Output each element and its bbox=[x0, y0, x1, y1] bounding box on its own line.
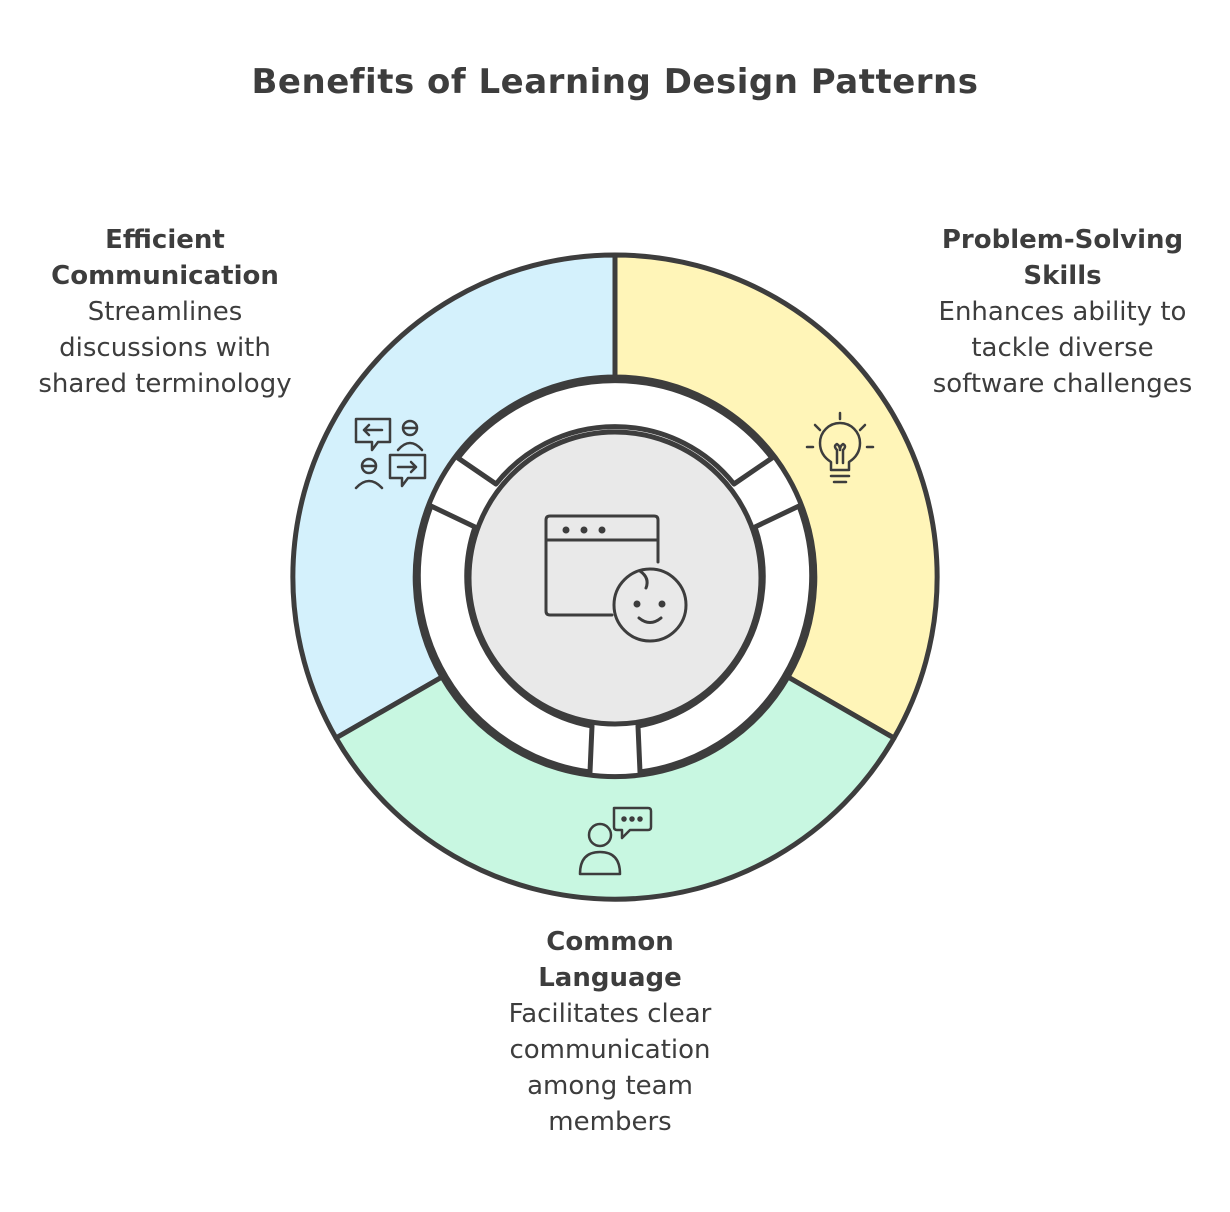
label-description: Enhances ability to tackle diverse softw… bbox=[932, 297, 1193, 399]
label-heading: Problem-Solving Skills bbox=[941, 225, 1184, 291]
outer-ring bbox=[290, 252, 940, 902]
segment-common-language bbox=[333, 674, 897, 902]
label-description: Facilitates clear communication among te… bbox=[508, 999, 712, 1137]
diagram-title: Benefits of Learning Design Patterns bbox=[251, 62, 979, 102]
segment-problem-solving bbox=[612, 252, 940, 741]
label-problem-solving: Problem-Solving Skills Enhances ability … bbox=[925, 222, 1200, 402]
center-circle bbox=[466, 429, 764, 727]
lightbulb-icon bbox=[805, 411, 875, 484]
inner-arc-top bbox=[455, 378, 775, 487]
browser-window-face-icon bbox=[544, 514, 688, 643]
label-heading: Common Language bbox=[538, 927, 682, 993]
label-common-language: Common Language Facilitates clear commun… bbox=[470, 924, 750, 1140]
label-heading: Efficient Communication bbox=[51, 225, 279, 291]
segment-efficient-communication bbox=[290, 252, 618, 741]
two-people-chat-icon bbox=[354, 417, 427, 490]
label-efficient-communication: Efficient Communication Streamlines disc… bbox=[20, 222, 310, 402]
person-speech-icon bbox=[578, 806, 653, 876]
label-description: Streamlines discussions with shared term… bbox=[38, 297, 292, 399]
